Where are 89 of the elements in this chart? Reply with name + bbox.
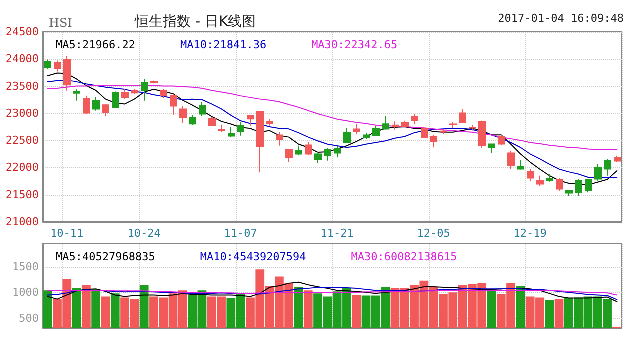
candlestick <box>488 143 495 154</box>
candlestick <box>247 114 254 126</box>
candlestick <box>314 151 322 164</box>
candlestick <box>372 126 380 138</box>
y-tick-label: 22500 <box>6 134 39 148</box>
candlestick <box>73 88 80 102</box>
candlestick <box>285 148 293 164</box>
line-series <box>47 85 618 150</box>
x-tick-label: 12-19 <box>514 227 547 240</box>
candlestick <box>459 108 466 124</box>
candlestick <box>102 104 109 118</box>
candlestick <box>160 89 167 99</box>
candlestick <box>112 91 119 110</box>
text: MA30:22342.65 <box>312 38 398 52</box>
y-tick-label: 24000 <box>6 52 39 66</box>
candlestick <box>295 145 302 156</box>
y-tick-label: 24500 <box>6 26 39 38</box>
candlestick <box>208 117 216 127</box>
y-tick-label: 21000 <box>6 216 39 228</box>
candlestick <box>536 175 544 186</box>
candlestick <box>498 134 505 146</box>
candlestick <box>594 164 602 182</box>
candlestick <box>83 95 90 115</box>
text: MA5:40527968835 <box>56 250 156 264</box>
candlestick <box>334 146 341 158</box>
y-tick-label: 1500 <box>12 260 39 274</box>
candlestick <box>527 168 534 182</box>
x-tick-label: 11-21 <box>320 227 354 240</box>
x-tick-label: 11-07 <box>224 227 258 240</box>
candlestick <box>44 59 51 70</box>
candlestick <box>343 128 351 144</box>
text: MA10:21841.36 <box>180 38 267 52</box>
line-series <box>47 282 618 302</box>
candlestick <box>92 97 100 112</box>
line-series <box>47 287 618 300</box>
candlestick <box>353 124 360 135</box>
y-tick-label: 1000 <box>12 286 39 300</box>
y-tick-label: 23500 <box>6 80 39 93</box>
text: 2017-01-04 16:09:48 <box>498 12 624 25</box>
candlestick <box>363 132 370 140</box>
candlestick <box>179 106 187 124</box>
candlestick <box>256 110 264 174</box>
candlestick <box>276 132 283 146</box>
candlestick <box>170 94 177 116</box>
y-tick-label: 500 <box>19 312 39 325</box>
candlestick <box>585 178 592 194</box>
candlestick <box>141 78 148 102</box>
x-tick-label: 10-24 <box>128 227 162 240</box>
candlestick <box>382 116 389 130</box>
candlestick <box>131 89 138 95</box>
chart-subtitle: HSI <box>49 16 73 30</box>
candlestick <box>150 80 158 84</box>
candlestick <box>430 134 437 148</box>
candlestick <box>546 174 553 182</box>
candlestick <box>199 102 206 118</box>
candlestick <box>614 155 621 164</box>
candlestick <box>218 124 225 133</box>
candlestick <box>401 120 409 128</box>
y-tick-label: 23000 <box>6 106 39 120</box>
candlestick <box>421 127 428 139</box>
text: MA30:60082138615 <box>351 250 458 264</box>
candlestick <box>237 122 244 136</box>
candlestick <box>305 142 312 156</box>
candlestick <box>411 114 418 125</box>
candlestick <box>478 120 486 150</box>
chart-title: 恒生指数 - 日K线图 <box>134 14 256 30</box>
candlestick <box>449 122 457 130</box>
candlestick <box>121 88 129 100</box>
candlestick <box>517 160 524 170</box>
candlestick <box>440 128 447 135</box>
candlestick <box>469 124 476 132</box>
candlestick <box>507 150 515 170</box>
candlestick <box>54 60 61 72</box>
candlestick <box>565 189 573 196</box>
candlestick <box>324 148 331 162</box>
y-tick-label: 21500 <box>6 188 39 202</box>
x-tick-label: 12-05 <box>417 227 450 240</box>
candlestick <box>63 56 71 92</box>
candlestick <box>228 127 235 138</box>
x-tick-label: 10-11 <box>50 227 84 240</box>
candlestick <box>575 178 582 196</box>
candlestick <box>266 118 273 126</box>
candlestick <box>392 121 399 130</box>
y-tick-label: 22000 <box>6 161 39 174</box>
candlestick <box>189 114 196 126</box>
candlestick <box>604 158 611 176</box>
text: MA10:45439207594 <box>200 250 307 264</box>
series-label: MA5:21966.22 <box>56 38 136 52</box>
candlestick <box>556 178 563 192</box>
